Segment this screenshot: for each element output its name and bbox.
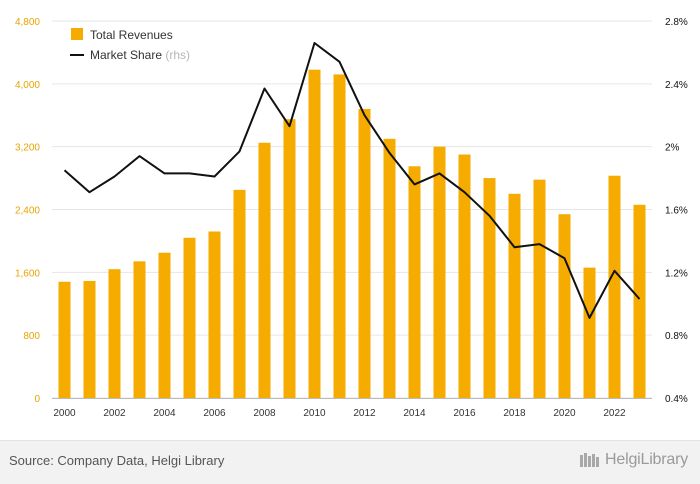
left-tick-label: 800 [23,331,40,342]
revenue-bar [333,74,346,399]
left-axis: 0 800 1,600 2,400 3,200 4,000 4,800 [15,17,40,405]
x-tick-label: 2006 [203,408,226,419]
x-axis: 2000 2002 2004 2006 2008 2010 2012 2014 2016 2018… [52,398,652,419]
revenue-bar [383,138,396,398]
revenue-bar [308,69,321,398]
revenue-bar [408,166,421,398]
source-note: Source: Company Data, Helgi Library [9,453,225,468]
revenue-bar [108,269,121,398]
left-tick-label: 3,200 [15,143,40,154]
left-tick-label: 4,800 [15,17,40,28]
revenue-bar [208,231,221,398]
left-tick-label: 4,000 [15,80,40,91]
right-tick-label: 0.4% [665,394,688,405]
right-tick-label: 1.6% [665,206,688,217]
gridlines [52,20,652,399]
right-tick-label: 2.8% [665,17,688,28]
revenue-bar [508,193,521,398]
x-tick-label: 2010 [303,408,326,419]
market-share-line [63,42,641,319]
right-axis: 0.4% 0.8% 1.2% 1.6% 2% 2.4% 2.8% [665,17,688,405]
right-tick-label: 1.2% [665,268,688,279]
brand-logo: HelgiLibrary [579,451,688,469]
revenue-bar [533,179,546,398]
x-tick-label: 2014 [403,408,426,419]
revenue-bar [233,189,246,398]
x-tick-label: 2002 [103,408,126,419]
legend-revenues-label: Total Revenues [90,28,173,42]
chart: 0 800 1,600 2,400 3,200 4,000 4,800 0.4% 0.8% 1.… [15,17,688,419]
x-tick-label: 2022 [603,408,626,419]
revenue-bar [283,119,296,398]
brand-name: HelgiLibrary [605,451,688,468]
left-tick-label: 2,400 [15,206,40,217]
right-tick-label: 2% [665,143,680,154]
legend-share-label: Market Share (rhs) [90,48,190,62]
revenue-bar [183,237,196,398]
footer: Source: Company Data, Helgi Library Helg… [0,440,700,484]
revenue-bar [258,142,271,398]
right-tick-label: 2.4% [665,80,688,91]
x-tick-label: 2016 [453,408,476,419]
revenue-bar [483,178,496,398]
revenue-bar [133,261,146,398]
revenue-bar [608,175,621,398]
revenue-bar [433,146,446,398]
revenue-bar [558,214,571,398]
revenue-bar [358,108,371,398]
combo-chart: 0 800 1,600 2,400 3,200 4,000 4,800 0.4% 0.8% 1.… [15,17,688,419]
revenue-bar [58,281,71,398]
left-tick-label: 1,600 [15,268,40,279]
revenue-bar [158,252,171,398]
revenue-bar [458,154,471,398]
revenue-bars [58,69,646,399]
x-tick-label: 2012 [353,408,376,419]
library-icon [580,453,600,467]
revenue-bar [633,204,646,398]
x-tick-label: 2000 [53,408,76,419]
market-share-polyline [63,42,641,319]
legend-bar-swatch [71,28,83,40]
legend: Total Revenues Market Share (rhs) [70,28,190,62]
revenue-bar [583,267,596,398]
x-tick-label: 2020 [553,408,576,419]
x-tick-label: 2008 [253,408,276,419]
revenue-bar [83,280,96,398]
x-tick-label: 2004 [153,408,176,419]
x-tick-label: 2018 [503,408,526,419]
right-tick-label: 0.8% [665,331,688,342]
left-tick-label: 0 [34,394,40,405]
